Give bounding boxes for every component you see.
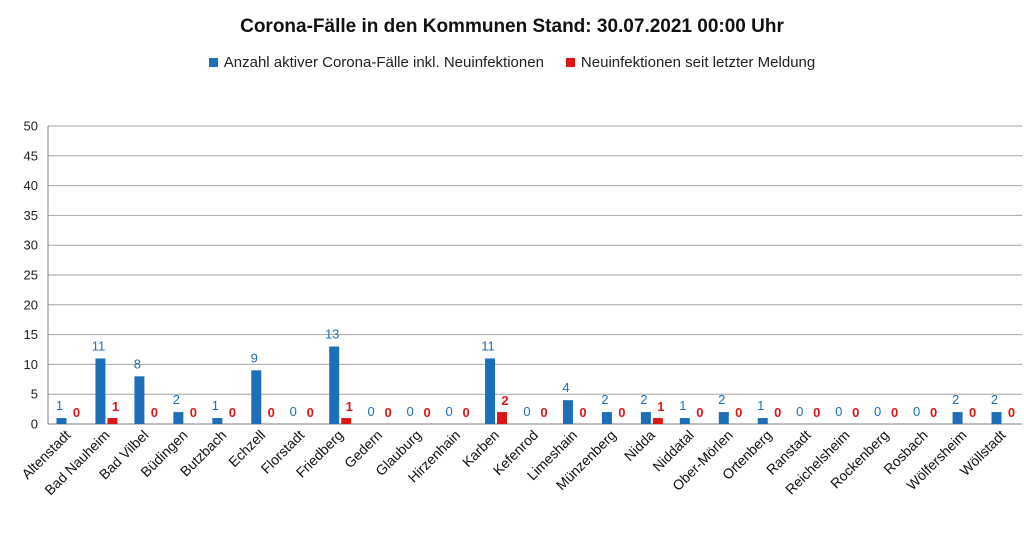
bar-active-cases xyxy=(562,400,573,424)
data-label-new-infections: 2 xyxy=(501,393,508,408)
bar-active-cases xyxy=(56,418,67,424)
bar-active-cases xyxy=(601,412,612,424)
y-tick-label: 10 xyxy=(24,357,38,372)
chart-title: Corona-Fälle in den Kommunen Stand: 30.0… xyxy=(240,16,784,37)
y-tick-label: 30 xyxy=(24,238,38,253)
data-label-new-infections: 0 xyxy=(774,405,781,420)
data-label-active-cases: 0 xyxy=(835,404,842,419)
y-tick-label: 25 xyxy=(24,268,38,283)
legend-label-new-infections: Neuinfektionen seit letzter Meldung xyxy=(580,54,816,71)
data-label-new-infections: 0 xyxy=(1008,405,1015,420)
data-label-new-infections: 0 xyxy=(852,405,859,420)
y-tick-label: 15 xyxy=(24,327,38,342)
legend-item-active-cases: Anzahl aktiver Corona-Fälle inkl. Neuinf… xyxy=(208,54,544,71)
data-label-new-infections: 0 xyxy=(813,405,820,420)
data-label-new-infections: 0 xyxy=(891,405,898,420)
data-label-new-infections: 0 xyxy=(462,405,469,420)
bar-active-cases xyxy=(485,358,496,424)
y-tick-label: 40 xyxy=(24,178,38,193)
x-tick-label: Nidda xyxy=(621,427,658,464)
bar-active-cases xyxy=(718,412,729,424)
data-label-new-infections: 0 xyxy=(73,405,80,420)
legend-swatch-active-cases xyxy=(208,58,218,67)
data-label-new-infections: 0 xyxy=(424,405,431,420)
bar-active-cases xyxy=(95,358,106,424)
data-label-active-cases: 0 xyxy=(290,404,297,419)
data-label-active-cases: 0 xyxy=(368,404,375,419)
y-tick-label: 20 xyxy=(24,297,38,312)
data-label-new-infections: 0 xyxy=(969,405,976,420)
bar-active-cases xyxy=(212,418,223,424)
bar-new-infections xyxy=(341,418,352,424)
data-label-active-cases: 1 xyxy=(56,398,63,413)
data-label-new-infections: 1 xyxy=(112,399,119,414)
bar-active-cases xyxy=(329,346,340,424)
data-label-active-cases: 2 xyxy=(173,392,180,407)
bar-active-cases xyxy=(251,370,262,424)
data-label-active-cases: 1 xyxy=(679,398,686,413)
legend-label-active-cases: Anzahl aktiver Corona-Fälle inkl. Neuinf… xyxy=(223,54,544,71)
data-label-active-cases: 1 xyxy=(212,398,219,413)
y-tick-label: 0 xyxy=(31,417,38,432)
data-label-new-infections: 0 xyxy=(190,405,197,420)
legend-item-new-infections: Neuinfektionen seit letzter Meldung xyxy=(565,54,816,71)
bar-active-cases xyxy=(991,412,1002,424)
data-label-new-infections: 0 xyxy=(268,405,275,420)
data-label-new-infections: 0 xyxy=(930,405,937,420)
data-label-new-infections: 0 xyxy=(229,405,236,420)
data-label-active-cases: 0 xyxy=(796,404,803,419)
bar-active-cases xyxy=(679,418,690,424)
data-label-active-cases: 11 xyxy=(92,338,106,353)
data-label-new-infections: 0 xyxy=(385,405,392,420)
data-label-active-cases: 0 xyxy=(523,404,530,419)
data-label-active-cases: 8 xyxy=(134,356,141,371)
data-label-active-cases: 0 xyxy=(407,404,414,419)
bar-new-infections xyxy=(497,412,508,424)
bar-new-infections xyxy=(107,418,118,424)
bar-new-infections xyxy=(652,418,663,424)
data-label-active-cases: 0 xyxy=(445,404,452,419)
data-label-new-infections: 1 xyxy=(346,399,353,414)
data-label-new-infections: 0 xyxy=(540,405,547,420)
bar-active-cases xyxy=(134,376,145,424)
data-label-active-cases: 2 xyxy=(601,392,608,407)
data-label-active-cases: 2 xyxy=(952,392,959,407)
legend-swatch-new-infections xyxy=(565,58,575,67)
data-label-new-infections: 0 xyxy=(696,405,703,420)
data-label-new-infections: 0 xyxy=(618,405,625,420)
data-label-active-cases: 9 xyxy=(251,350,258,365)
data-label-new-infections: 1 xyxy=(657,399,664,414)
data-label-new-infections: 0 xyxy=(735,405,742,420)
data-label-active-cases: 0 xyxy=(913,404,920,419)
data-label-active-cases: 0 xyxy=(874,404,881,419)
bar-active-cases xyxy=(640,412,651,424)
data-label-active-cases: 2 xyxy=(718,392,725,407)
data-label-active-cases: 4 xyxy=(562,380,569,395)
data-label-active-cases: 1 xyxy=(757,398,764,413)
data-label-active-cases: 2 xyxy=(991,392,998,407)
data-label-new-infections: 0 xyxy=(307,405,314,420)
data-label-active-cases: 13 xyxy=(325,327,339,342)
data-label-new-infections: 0 xyxy=(579,405,586,420)
y-tick-label: 45 xyxy=(24,148,38,163)
y-tick-label: 35 xyxy=(24,208,38,223)
data-label-new-infections: 0 xyxy=(151,405,158,420)
data-label-active-cases: 2 xyxy=(640,392,647,407)
bar-active-cases xyxy=(757,418,768,424)
bar-active-cases xyxy=(952,412,963,424)
y-tick-label: 50 xyxy=(24,119,38,134)
legend: Anzahl aktiver Corona-Fälle inkl. Neuinf… xyxy=(0,54,1024,71)
data-label-active-cases: 11 xyxy=(481,338,495,353)
y-tick-label: 5 xyxy=(31,387,38,402)
bar-active-cases xyxy=(173,412,184,424)
